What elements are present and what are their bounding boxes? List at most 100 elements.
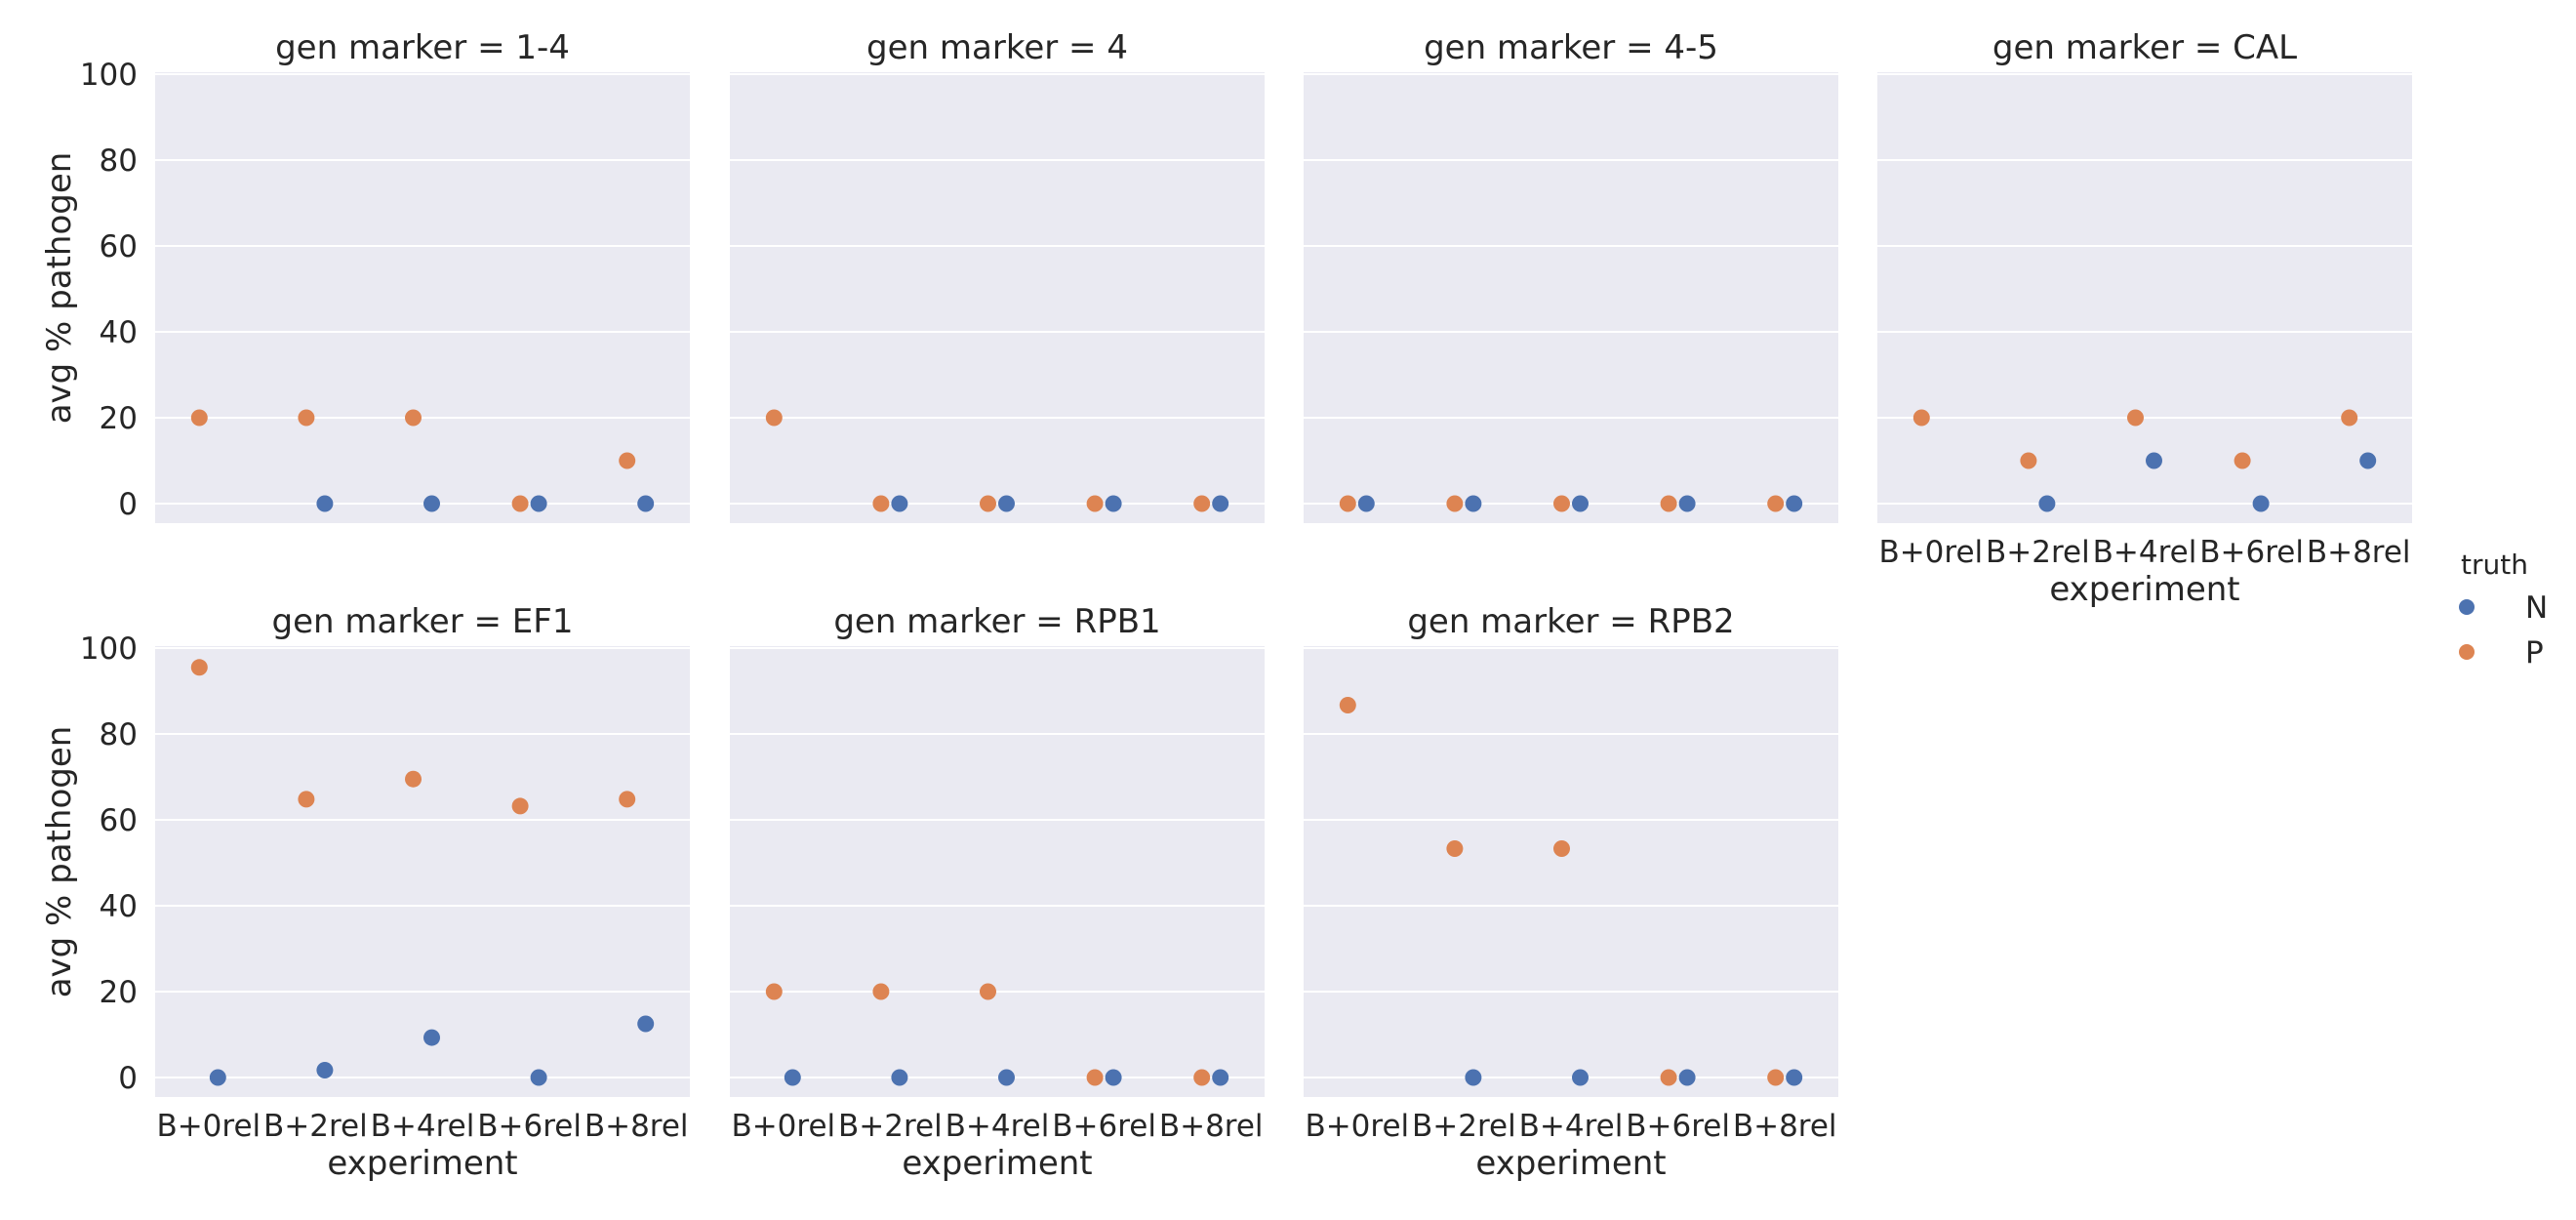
x-tick-label: B+0rel [1305,1109,1409,1144]
data-point-p-b0rel [190,409,208,427]
panel-background [730,72,1265,523]
data-point-n-b4rel [423,1029,440,1046]
data-point-n-b2rel [1465,495,1482,512]
data-point-n-b4rel [1572,1069,1589,1086]
data-point-n-b6rel [530,1069,547,1086]
data-point-p-b0rel [1339,697,1356,714]
facet-panel-1-4: gen marker = 1-4 0 20 40 60 80 100 avg % pathog… [40,28,690,523]
x-tick-label: B+4rel [946,1109,1050,1144]
data-point-n-b6rel [530,495,547,512]
facet-title: gen marker = CAL [1992,28,2297,67]
panel-background [155,72,690,523]
data-point-p-b6rel [1660,495,1677,512]
panel-background [1304,646,1838,1097]
data-point-p-b8rel [2341,409,2358,427]
x-tick-label: B+4rel [1519,1109,1624,1144]
data-point-p-b0rel [765,409,783,427]
data-point-n-b8rel [1212,1069,1229,1086]
data-point-p-b0rel [1912,409,1930,427]
x-tick-label: B+2rel [1412,1109,1516,1144]
y-tick-label: 0 [118,487,138,522]
data-point-n-b0rel [784,1069,801,1086]
x-tick-label: B+6rel [1052,1109,1156,1144]
data-point-p-b6rel [2234,452,2251,469]
legend-marker-p [2459,644,2475,660]
x-axis-label: experiment [2049,570,2239,609]
data-point-n-b2rel [316,495,334,512]
data-point-p-b0rel [765,983,783,1000]
x-tick-label: B+4rel [371,1109,475,1144]
data-point-p-b8rel [619,452,636,469]
data-point-p-b0rel [1339,495,1356,512]
x-tick-label: B+8rel [1733,1109,1837,1144]
data-point-p-b6rel [511,797,529,815]
x-tick-label: B+8rel [584,1109,689,1144]
data-point-p-b4rel [1553,495,1570,512]
data-point-p-b8rel [619,791,636,808]
facet-panel-rpb1: gen marker = RPB1 B+0rel B+2rel B+4rel B+6re… [730,602,1265,1183]
facet-title: gen marker = EF1 [272,602,574,641]
data-point-n-b6rel [1105,495,1122,512]
data-point-n-b2rel [891,495,908,512]
y-tick-label: 80 [100,717,138,752]
data-point-p-b2rel [1446,495,1464,512]
x-axis-label: experiment [327,1144,517,1183]
data-point-n-b4rel [423,495,440,512]
panel-background [730,646,1265,1097]
data-point-n-b4rel [998,495,1015,512]
data-point-p-b6rel [511,495,529,512]
data-point-n-b2rel [891,1069,908,1086]
data-point-p-b2rel [298,791,315,808]
data-point-p-b4rel [405,409,422,427]
facet-title: gen marker = RPB1 [833,602,1160,641]
data-point-p-b4rel [980,983,996,1000]
x-tick-label: B+8rel [1159,1109,1264,1144]
y-tick-label: 20 [100,401,138,436]
facet-panel-ef1: gen marker = EF1 0 20 40 60 80 100 avg % pathog… [40,602,690,1183]
x-tick-label: B+6rel [2199,535,2304,570]
x-tick-label: B+2rel [838,1109,943,1144]
data-point-n-b6rel [2252,495,2270,512]
data-point-n-b0rel [209,1069,226,1086]
data-point-p-b2rel [298,409,315,427]
y-tick-label: 40 [100,889,138,924]
data-point-n-b8rel [2359,452,2377,469]
x-tick-label: B+0rel [156,1109,261,1144]
y-tick-label: 20 [100,975,138,1010]
data-point-p-b2rel [872,495,890,512]
data-point-n-b8rel [637,495,655,512]
data-point-p-b4rel [1553,839,1570,857]
data-point-n-b8rel [1786,495,1803,512]
legend: truth NP [2459,549,2548,671]
data-point-p-b8rel [1767,1069,1785,1086]
y-tick-label: 80 [100,143,138,179]
facet-title: gen marker = 4 [866,28,1128,67]
data-point-n-b6rel [1678,495,1696,512]
data-point-p-b2rel [872,983,890,1000]
y-axis-label: avg % pathogen [40,726,79,998]
data-point-n-b4rel [2146,452,2162,469]
data-point-p-b6rel [1086,1069,1104,1086]
data-point-n-b4rel [1572,495,1589,512]
y-tick-label: 60 [100,229,138,264]
data-point-n-b2rel [316,1062,334,1079]
y-tick-label: 0 [118,1061,138,1096]
x-tick-label: B+8rel [2307,535,2411,570]
data-point-p-b2rel [2020,452,2037,469]
data-point-n-b8rel [637,1015,655,1033]
data-point-n-b2rel [2038,495,2056,512]
legend-label-n: N [2525,590,2548,626]
data-point-p-b2rel [1446,839,1464,857]
x-axis-label: experiment [902,1144,1092,1183]
x-tick-label: B+0rel [731,1109,835,1144]
panel-background [1877,72,2412,523]
data-point-p-b8rel [1193,1069,1211,1086]
panel-background [1304,72,1838,523]
data-point-n-b8rel [1212,495,1229,512]
panel-background [155,646,690,1097]
facet-title: gen marker = 1-4 [275,28,570,67]
facet-panel-4-5: gen marker = 4-5 [1304,28,1838,523]
facet-panel-cal: gen marker = CAL B+0rel B+2rel B+4rel B+6rel… [1877,28,2412,609]
data-point-p-b4rel [2127,409,2144,427]
x-tick-label: B+6rel [1626,1109,1730,1144]
